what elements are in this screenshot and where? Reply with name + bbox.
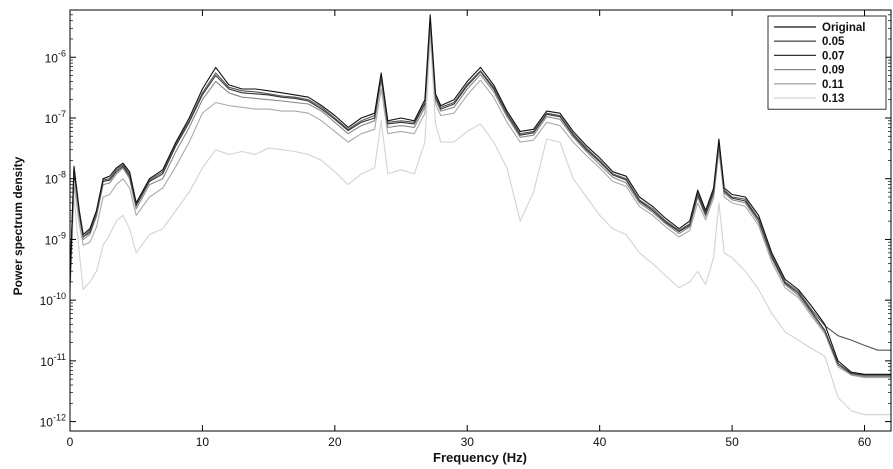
legend-label-4: 0.11	[822, 79, 844, 91]
legend-label-5: 0.13	[822, 93, 844, 105]
series-line-2	[69, 18, 891, 376]
legend-label-3: 0.09	[822, 65, 844, 77]
y-tick-label: 10-11	[40, 352, 66, 369]
y-axis-title: Power spectrum density	[11, 156, 25, 295]
x-tick-label: 60	[858, 435, 872, 449]
y-tick-label: 10-6	[45, 48, 66, 65]
y-axis: 10-12 10-11 10-10 10-9 10-8 10-7 10-6	[40, 14, 891, 430]
series-lines	[69, 14, 891, 416]
legend-box	[767, 15, 887, 110]
x-tick-label: 40	[593, 435, 607, 449]
series-line-0	[69, 14, 891, 375]
plot-frame	[69, 9, 892, 432]
legend-label-0: Original	[822, 22, 865, 34]
y-tick-label: 10-12	[40, 413, 66, 430]
series-line-5	[69, 38, 891, 416]
y-tick-label: 10-10	[40, 291, 66, 308]
series-line-1	[69, 17, 891, 351]
x-tick-label: 20	[328, 435, 342, 449]
x-tick-label: 0	[67, 435, 74, 449]
y-tick-label: 10-8	[45, 170, 66, 187]
x-axis: 0 10 20 30 40 50 60	[67, 10, 872, 449]
legend-label-2: 0.07	[822, 50, 844, 62]
x-tick-label: 10	[196, 435, 210, 449]
legend: Original 0.05 0.07 0.09 0.11 0.13	[767, 15, 887, 110]
x-tick-label: 50	[725, 435, 739, 449]
x-tick-label: 30	[461, 435, 475, 449]
y-tick-label: 10-9	[45, 230, 66, 247]
legend-label-1: 0.05	[822, 36, 845, 48]
series-line-3	[69, 21, 891, 378]
series-line-4	[69, 27, 891, 379]
x-axis-title: Frequency (Hz)	[433, 450, 527, 465]
y-tick-label: 10-7	[45, 109, 66, 126]
